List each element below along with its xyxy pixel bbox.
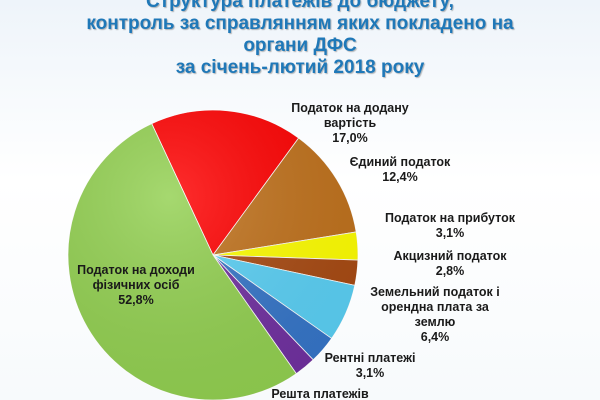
slice-label-text: орендна плата за — [381, 300, 490, 314]
slice-label-text: Решта платежів — [271, 387, 369, 400]
slice-label-text: землю — [415, 315, 456, 329]
slice-value-text: 12,4% — [382, 170, 417, 184]
slice-label-text: Податок на доходи — [77, 263, 195, 277]
slice-label-text: Єдиний податок — [350, 155, 451, 169]
slice-label-text: Акцизний податок — [393, 249, 507, 263]
slice-label-text: Податок на прибуток — [385, 211, 516, 225]
slice-label-2: Єдиний податок 12,4% — [350, 155, 451, 184]
slice-value-text: 17,0% — [332, 131, 367, 145]
slice-value-text: 3,1% — [436, 226, 465, 240]
slice-label-text: фізичних осіб — [93, 278, 180, 292]
slice-label-text: Земельний податок і — [370, 285, 500, 299]
slice-value-text: 3,1% — [356, 366, 385, 380]
slice-label-text: вартість — [324, 116, 377, 130]
slice-label-8: Податок на доходи фізичних осіб 52,8% — [77, 263, 195, 307]
slice-label-3: Податок на прибуток 3,1% — [385, 211, 516, 240]
slice-label-5: Земельний податок і орендна плата за землю… — [370, 285, 500, 344]
title-line-1: Структура платежів до бюджету, — [146, 0, 454, 12]
slice-label-1: Податок на додану вартість 17,0% — [291, 101, 408, 145]
pie-shading — [68, 110, 358, 400]
slice-label-text: Рентні платежі — [325, 351, 416, 365]
slice-label-text: Податок на додану — [291, 101, 408, 115]
slice-value-text: 52,8% — [118, 293, 153, 307]
slice-label-6: Рентні платежі 3,1% — [325, 351, 416, 380]
pie-slices — [67, 109, 359, 400]
slice-label-7: Решта платежів — [271, 387, 369, 400]
slice-value-text: 6,4% — [421, 330, 450, 344]
chart-title: Структура платежів до бюджету, контроль … — [0, 0, 600, 79]
slice-value-text: 2,8% — [436, 264, 465, 278]
title-line-2: контроль за справлянням яких покладено н… — [86, 13, 514, 34]
slice-labels: Податок на додану вартість 17,0% Єдиний под… — [77, 101, 516, 400]
title-line-4: за січень-лютий 2018 року — [175, 57, 425, 78]
title-line-3: органи ДФС — [243, 35, 357, 56]
slice-label-4: Акцизний податок 2,8% — [393, 249, 507, 278]
